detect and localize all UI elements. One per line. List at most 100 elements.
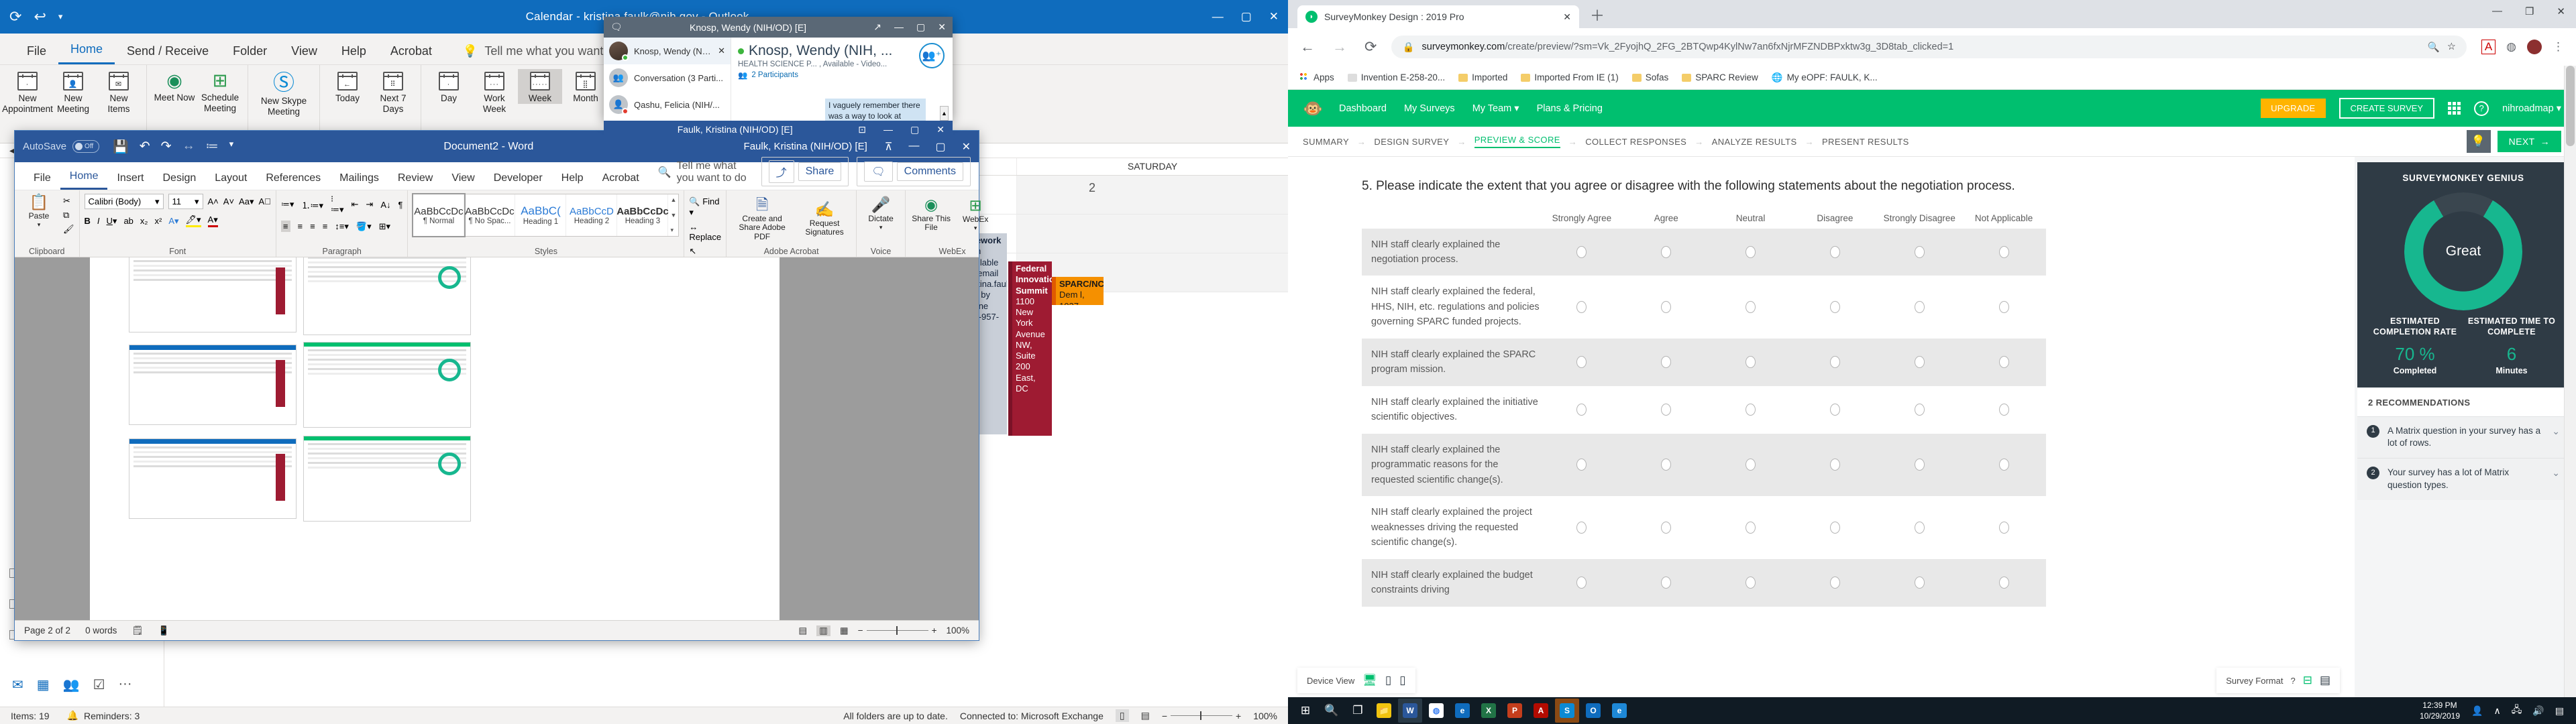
strikethrough-icon[interactable]: ab bbox=[123, 216, 133, 226]
skype-taskbar-icon[interactable]: S bbox=[1555, 699, 1579, 723]
matrix-row[interactable]: NIH staff clearly explained the project … bbox=[1362, 496, 2046, 558]
volume-icon[interactable]: 🔊 bbox=[2532, 705, 2544, 716]
tab-folder[interactable]: Folder bbox=[233, 44, 268, 58]
step-present-results[interactable]: PRESENT RESULTS bbox=[1821, 136, 1909, 147]
web-layout-icon[interactable]: ▦ bbox=[839, 625, 849, 636]
autosave-control[interactable]: AutoSave Off bbox=[23, 140, 100, 153]
page-scrollbar[interactable] bbox=[2564, 66, 2576, 704]
step-summary[interactable]: SUMMARY bbox=[1303, 136, 1350, 147]
sort-icon[interactable]: A↓ bbox=[380, 199, 391, 210]
radio-option[interactable] bbox=[1829, 301, 1840, 314]
people-tray-icon[interactable]: 👤 bbox=[2471, 705, 2483, 716]
bullets-icon[interactable]: ≔▾ bbox=[280, 199, 294, 209]
change-case-icon[interactable]: Aa▾ bbox=[239, 196, 254, 206]
bookmark-imported[interactable]: Imported bbox=[1458, 72, 1507, 82]
bookmark-apps[interactable]: Apps bbox=[1300, 72, 1334, 82]
styles-expand-icon[interactable]: ▾ bbox=[670, 227, 674, 233]
style-heading-1[interactable]: AaBbC( Heading 1 bbox=[515, 194, 567, 236]
styles-scroll-down-icon[interactable]: ▼ bbox=[670, 211, 677, 219]
radio-option[interactable] bbox=[1746, 246, 1756, 259]
address-bar[interactable]: 🔒 surveymonkey.com/create/preview/?sm=Vk… bbox=[1391, 36, 2467, 58]
create-survey-button[interactable]: CREATE SURVEY bbox=[2339, 98, 2435, 119]
radio-option[interactable] bbox=[1914, 404, 1925, 416]
word-ribbon-tabs[interactable]: File Home Insert Design Layout Reference… bbox=[15, 157, 979, 190]
request-signatures-button[interactable]: ✍ Request Signatures bbox=[805, 200, 844, 237]
matrix-row[interactable]: NIH staff clearly explained the initiati… bbox=[1362, 386, 2046, 434]
webex-dropdown-icon[interactable]: ▾ bbox=[973, 225, 977, 232]
tab-home[interactable]: Home bbox=[58, 38, 115, 64]
customize-qat-icon[interactable]: ▾ bbox=[229, 138, 234, 149]
appointment-sparc-nca[interactable]: SPARC/NCA Dem l, 1037 Civillico, bbox=[1052, 277, 1104, 305]
acrobat-taskbar-icon[interactable]: A bbox=[1529, 699, 1553, 723]
outlook-taskbar-icon[interactable]: O bbox=[1581, 699, 1605, 723]
undo-icon[interactable]: ↩ bbox=[34, 8, 46, 25]
radio-option[interactable] bbox=[1998, 577, 2009, 589]
step-preview-score[interactable]: PREVIEW & SCORE bbox=[1474, 135, 1560, 148]
tablet-icon[interactable]: ▯ bbox=[1385, 674, 1392, 686]
minimize-icon[interactable]: — bbox=[2491, 5, 2502, 17]
font-color-icon[interactable]: A▾ bbox=[207, 215, 218, 227]
radio-option[interactable] bbox=[1661, 246, 1672, 259]
recommendation-item[interactable]: 2 Your survey has a lot of Matrix questi… bbox=[2357, 458, 2569, 501]
outlook-quick-access-toolbar[interactable]: ⟳ ↩ ▾ bbox=[9, 8, 62, 25]
decrease-indent-icon[interactable]: ⇤ bbox=[351, 199, 359, 209]
close-conversation-icon[interactable]: ✕ bbox=[718, 46, 725, 56]
next-7-days-button[interactable]: ⠿ Next 7 Days bbox=[371, 69, 415, 114]
grow-font-icon[interactable]: A˄ bbox=[207, 196, 219, 206]
radio-option[interactable] bbox=[1998, 521, 2009, 534]
word-tab-view[interactable]: View bbox=[451, 172, 475, 184]
today-button[interactable]: ← Today bbox=[325, 69, 370, 104]
pasted-screenshot[interactable] bbox=[129, 257, 297, 333]
radio-option[interactable] bbox=[1746, 577, 1756, 589]
word-document-canvas[interactable]: [Ctrl] bbox=[15, 257, 979, 620]
one-page-format-icon[interactable]: ⊟ bbox=[2302, 674, 2312, 686]
zoom-handle[interactable] bbox=[1200, 711, 1201, 720]
chrome-window-controls[interactable]: — ❐ ✕ bbox=[2492, 5, 2565, 17]
nav-plans-pricing[interactable]: Plans & Pricing bbox=[1536, 103, 1603, 114]
survey-preview-pane[interactable]: 5. Please indicate the extent that you a… bbox=[1288, 157, 2355, 704]
matrix-row[interactable]: NIH staff clearly explained the federal,… bbox=[1362, 276, 2046, 338]
style-heading-3[interactable]: AaBbCcDc Heading 3 bbox=[616, 194, 669, 236]
popout-icon[interactable]: ↗ bbox=[873, 21, 882, 32]
outlook-zoom-slider[interactable]: − + bbox=[1162, 711, 1241, 721]
word-zoom-slider[interactable]: − + bbox=[858, 625, 937, 636]
paste-dropdown-icon[interactable]: ▾ bbox=[37, 221, 41, 229]
radio-option[interactable] bbox=[1829, 246, 1840, 259]
radio-option[interactable] bbox=[1661, 301, 1672, 314]
word-taskbar-icon[interactable]: W bbox=[1398, 699, 1422, 723]
list-icon[interactable]: ≔ bbox=[205, 139, 219, 154]
excel-taskbar-icon[interactable]: X bbox=[1477, 699, 1501, 723]
radio-option[interactable] bbox=[1998, 246, 2009, 259]
tab-acrobat[interactable]: Acrobat bbox=[390, 44, 432, 58]
chevron-down-icon[interactable]: ⌄ bbox=[2552, 467, 2560, 479]
radio-option[interactable] bbox=[1914, 301, 1925, 314]
skype-participants[interactable]: 👥 2 Participants bbox=[738, 71, 799, 80]
word-tab-layout[interactable]: Layout bbox=[215, 172, 248, 184]
radio-option[interactable] bbox=[1746, 404, 1756, 416]
step-design-survey[interactable]: DESIGN SURVEY bbox=[1374, 136, 1450, 147]
borders-icon[interactable]: ⊞▾ bbox=[378, 221, 391, 231]
action-center-icon[interactable]: ▤ bbox=[2555, 705, 2564, 716]
close-icon[interactable]: ✕ bbox=[2557, 6, 2565, 17]
skype-window-controls[interactable]: ↗ — ▢ ✕ bbox=[873, 21, 946, 33]
radio-option[interactable] bbox=[1998, 459, 2009, 471]
new-tab-button[interactable]: ＋ bbox=[1590, 7, 1605, 24]
maximize-icon[interactable]: ▢ bbox=[1240, 10, 1252, 23]
radio-option[interactable] bbox=[1829, 356, 1840, 369]
extension-icon[interactable]: ◍ bbox=[2506, 40, 2516, 53]
prev-month-icon[interactable]: ◀ bbox=[9, 145, 17, 156]
pasted-screenshot[interactable] bbox=[129, 438, 297, 519]
create-share-pdf-button[interactable]: 🗎 Create and Share Adobe PDF bbox=[739, 196, 786, 241]
save-icon[interactable]: 💾 bbox=[113, 139, 129, 154]
chevron-down-icon[interactable]: ▾ bbox=[194, 196, 199, 206]
tab-help[interactable]: Help bbox=[341, 44, 366, 58]
forward-icon[interactable]: → bbox=[1332, 38, 1347, 55]
radio-option[interactable] bbox=[1661, 521, 1672, 534]
matrix-row[interactable]: NIH staff clearly explained the negotiat… bbox=[1362, 228, 2046, 276]
radio-option[interactable] bbox=[1576, 246, 1587, 259]
share-this-file-button[interactable]: ◉ Share This File bbox=[912, 196, 951, 233]
browser-tab[interactable]: ◗ SurveyMonkey Design : 2019 Pro ✕ bbox=[1297, 5, 1579, 28]
bookmark-sparc-review[interactable]: SPARC Review bbox=[1682, 72, 1758, 82]
mail-icon[interactable]: ✉ bbox=[12, 678, 23, 692]
word-tab-review[interactable]: Review bbox=[397, 172, 433, 184]
